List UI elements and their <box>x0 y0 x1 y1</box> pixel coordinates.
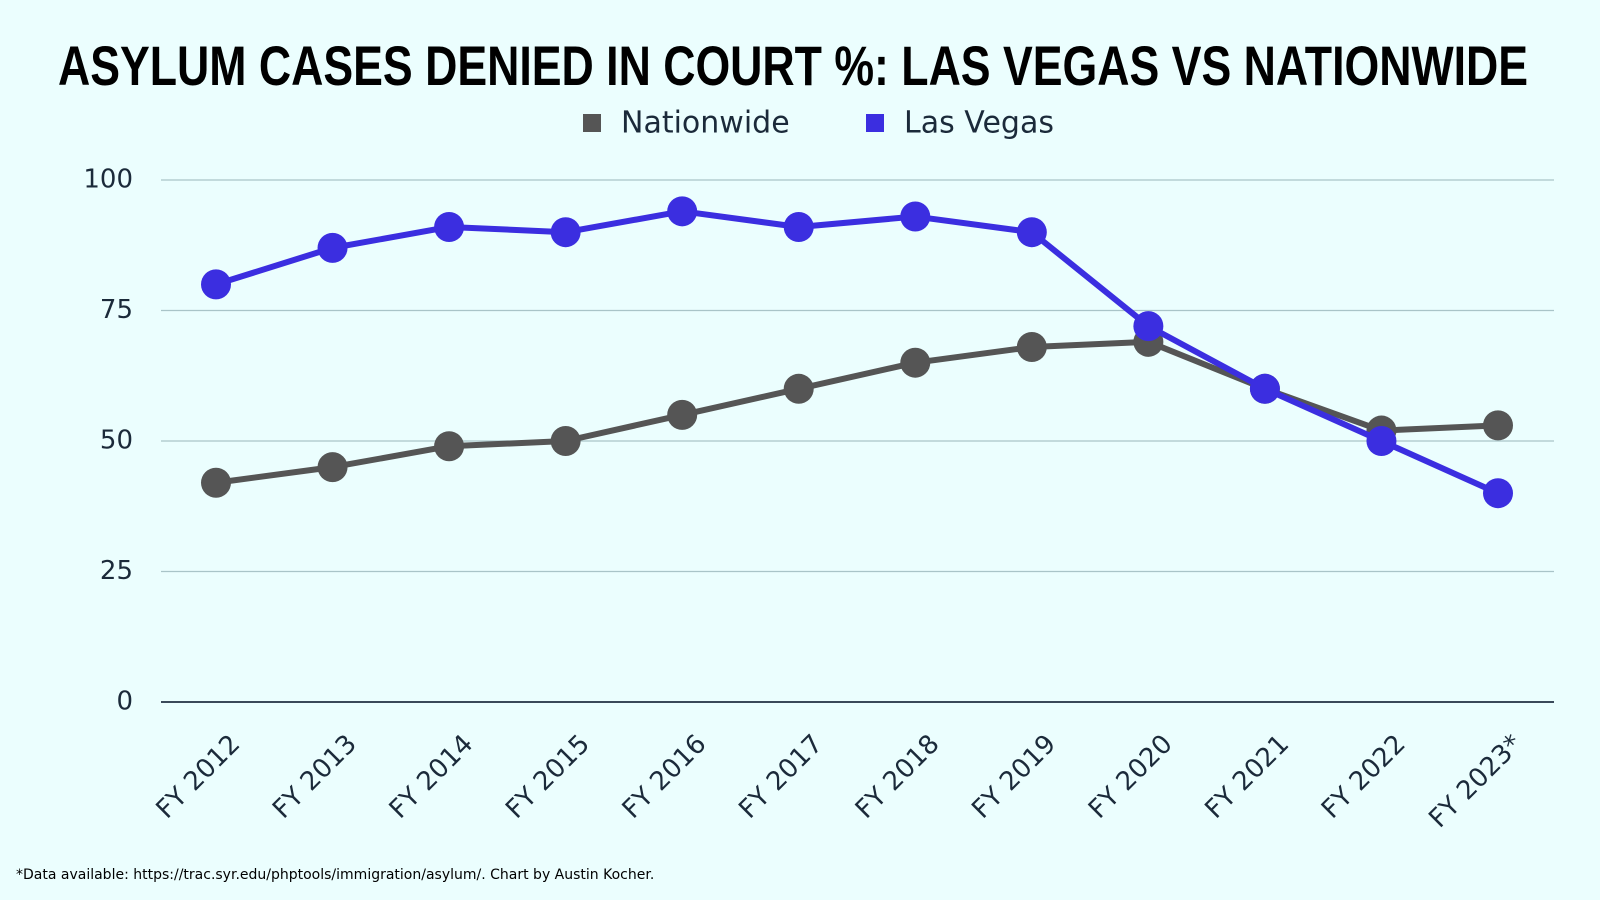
data-point <box>783 211 814 242</box>
data-point <box>783 373 814 404</box>
data-point <box>1366 426 1397 456</box>
data-point <box>1133 311 1164 342</box>
series-line <box>215 208 1500 496</box>
data-point <box>434 211 465 242</box>
legend-label: Nationwide <box>621 106 790 141</box>
y-tick-label: 25 <box>100 556 133 586</box>
data-point <box>550 217 581 248</box>
y-tick-label: 100 <box>83 165 133 195</box>
chart-title: ASYLUM CASES DENIED IN COURT %: LAS VEGA… <box>58 34 1528 97</box>
data-point <box>434 431 465 462</box>
data-point <box>1483 410 1513 441</box>
data-point <box>201 467 231 498</box>
data-point <box>317 452 348 483</box>
legend-swatch <box>583 114 601 132</box>
data-point <box>1483 478 1513 509</box>
data-point <box>201 269 231 300</box>
legend-label: Las Vegas <box>904 106 1054 141</box>
y-tick-label: 75 <box>100 295 133 325</box>
data-point <box>900 347 931 378</box>
data-point <box>667 399 698 430</box>
data-point <box>1249 373 1280 404</box>
data-point <box>1016 217 1047 248</box>
legend-swatch <box>866 114 884 132</box>
footnote: *Data available: https://trac.syr.edu/ph… <box>16 867 654 883</box>
y-tick-label: 50 <box>100 426 133 456</box>
data-point <box>667 196 698 227</box>
data-point <box>1016 332 1047 363</box>
data-point <box>317 232 348 263</box>
y-tick-label: 0 <box>116 687 133 717</box>
data-point <box>550 426 581 456</box>
data-point <box>900 201 931 232</box>
